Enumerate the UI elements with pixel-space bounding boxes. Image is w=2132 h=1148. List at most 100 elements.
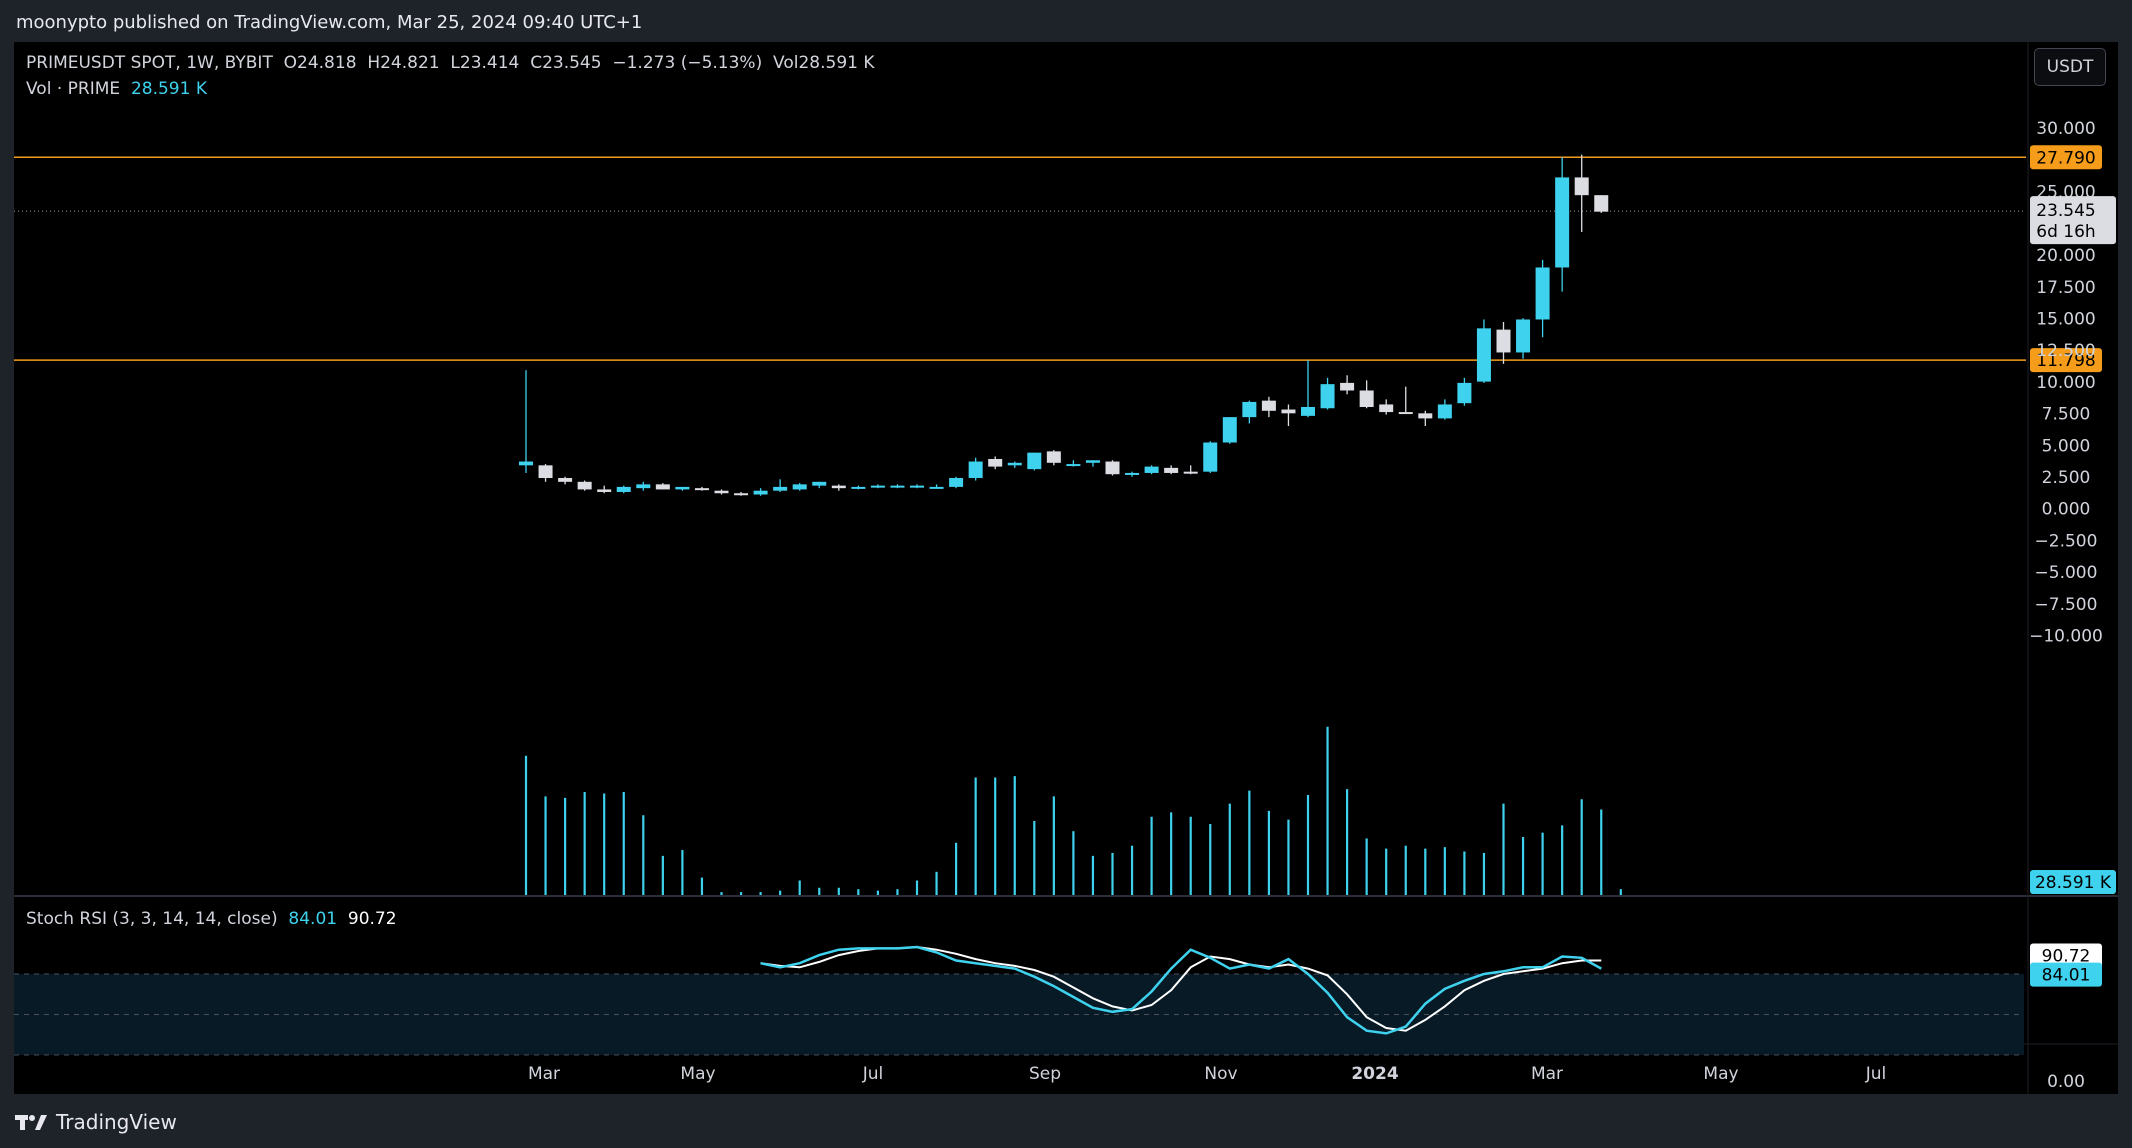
tradingview-brand: TradingView xyxy=(56,1110,177,1134)
candle-body xyxy=(773,486,788,491)
candle-body xyxy=(1301,406,1315,416)
stoch-d-label: 90.72 xyxy=(2042,947,2091,967)
ohlc-low: L23.414 xyxy=(450,53,520,73)
publish-bar: moonypto published on TradingView.com, M… xyxy=(0,0,2132,42)
candle-body xyxy=(714,490,729,494)
candle-body xyxy=(675,486,690,490)
volume-indicator-value: 28.591 K xyxy=(130,79,207,99)
y-tick-label: 5.000 xyxy=(2042,436,2091,456)
y-tick-label: 12.500 xyxy=(2036,341,2095,361)
ohlc-open: O24.818 xyxy=(283,53,357,73)
candle-body xyxy=(910,485,924,488)
stoch-k-label: 84.01 xyxy=(2042,966,2091,986)
ohlc-high: H24.821 xyxy=(367,53,440,73)
candle-body xyxy=(1164,467,1179,473)
y-tick-label: −10.000 xyxy=(2029,627,2103,647)
tradingview-logo[interactable]: TradingView xyxy=(14,1110,177,1134)
last-price-label: 23.545 xyxy=(2036,201,2095,221)
candle-body xyxy=(1222,417,1237,443)
candle-body xyxy=(636,484,651,489)
horizontal-level-tag xyxy=(2030,348,2102,373)
symbol-label[interactable]: PRIMEUSDT SPOT, 1W, BYBIT xyxy=(26,53,273,73)
bar-countdown-label: 6d 16h xyxy=(2036,222,2095,242)
y-tick-label: 20.000 xyxy=(2036,246,2095,266)
currency-button[interactable]: USDT xyxy=(2034,48,2106,86)
candle-body xyxy=(1007,462,1022,466)
tradingview-logo-icon xyxy=(15,1115,47,1130)
ohlc-close: C23.545 xyxy=(530,53,602,73)
x-tick-label: May xyxy=(680,1064,715,1084)
candle-body xyxy=(1183,471,1198,474)
candle-body xyxy=(1594,195,1609,212)
y-tick-label: 0.000 xyxy=(2042,500,2091,520)
x-tick-label: 2024 xyxy=(1351,1064,1398,1084)
candle-body xyxy=(1359,390,1374,407)
y-tick-label: 15.000 xyxy=(2036,309,2095,329)
y-tick-label: −2.500 xyxy=(2035,531,2098,551)
candle-body xyxy=(1437,404,1452,419)
candle-body xyxy=(988,458,1003,467)
x-tick-label: Mar xyxy=(528,1064,560,1084)
candle-body xyxy=(1203,442,1218,472)
publish-info: moonypto published on TradingView.com, M… xyxy=(16,12,643,33)
x-tick-label: Sep xyxy=(1029,1064,1061,1084)
stoch-k-tag xyxy=(2030,962,2102,987)
candle-body xyxy=(870,485,885,488)
horizontal-level-label: 27.790 xyxy=(2036,148,2095,168)
y-tick-label: 17.500 xyxy=(2036,278,2095,298)
volume-value-tag xyxy=(2030,870,2116,894)
candle-body xyxy=(519,461,533,466)
candle-body xyxy=(1340,382,1355,391)
candle-body xyxy=(1516,319,1531,353)
candle-body xyxy=(1496,329,1511,353)
candle-body xyxy=(734,493,749,496)
candle-body xyxy=(1046,451,1061,463)
candle-body xyxy=(1379,404,1394,413)
volume-indicator-label[interactable]: Vol · PRIME xyxy=(26,79,121,99)
candle-body xyxy=(1242,401,1257,418)
candle-body xyxy=(968,461,983,479)
symbol-legend: PRIMEUSDT SPOT, 1W, BYBIT O24.818 H24.82… xyxy=(26,53,875,73)
chart-canvas[interactable]: 27.79011.79830.00025.00020.00017.50015.0… xyxy=(14,42,2118,1094)
candle-body xyxy=(1320,384,1335,409)
y-tick-label: 10.000 xyxy=(2036,373,2095,393)
candle-body xyxy=(655,484,670,490)
stoch-legend: Stoch RSI (3, 3, 14, 14, close) 84.01 90… xyxy=(26,909,397,929)
candle-body xyxy=(1418,413,1433,419)
candle-body xyxy=(1027,452,1042,470)
candle-body xyxy=(753,490,768,495)
stoch-d-value: 90.72 xyxy=(347,909,397,929)
stoch-label[interactable]: Stoch RSI (3, 3, 14, 14, close) xyxy=(26,909,278,929)
candle-body xyxy=(1535,267,1550,320)
candle-body xyxy=(1398,412,1413,415)
stoch-k-line xyxy=(760,945,1602,1035)
stoch-y-tick-label: 0.00 xyxy=(2047,1072,2085,1092)
x-tick-label: Nov xyxy=(1204,1064,1237,1084)
candle-body xyxy=(929,486,944,489)
x-tick-label: May xyxy=(1703,1064,1738,1084)
y-tick-label: 2.500 xyxy=(2042,468,2091,488)
stoch-k-value: 84.01 xyxy=(288,909,338,929)
candle-body xyxy=(1574,177,1589,196)
candle-body xyxy=(1261,400,1276,411)
candle-body xyxy=(1476,328,1491,382)
candle-body xyxy=(831,485,846,489)
candle-body xyxy=(558,478,573,482)
candle-body xyxy=(851,486,866,489)
x-tick-label: Jul xyxy=(862,1064,884,1084)
x-tick-label: Mar xyxy=(1531,1064,1563,1084)
candle-body xyxy=(1105,461,1120,475)
horizontal-level-label: 11.798 xyxy=(2036,351,2095,371)
candle-body xyxy=(1281,409,1296,414)
price-change: −1.273 (−5.13%) xyxy=(612,53,763,73)
candle-body xyxy=(694,488,709,491)
last-price-tag xyxy=(2030,196,2116,245)
candle-body xyxy=(1085,460,1100,463)
y-tick-label: −7.500 xyxy=(2035,595,2098,615)
candle-body xyxy=(1066,464,1081,467)
candle-body xyxy=(792,484,807,490)
chart-panel[interactable]: 27.790 11.798 30.000 25.000 20.000 17.500 15.0… xyxy=(14,42,2118,1094)
candle-body xyxy=(1457,382,1472,404)
horizontal-level-tag xyxy=(2030,145,2102,170)
candle-body xyxy=(890,485,905,488)
